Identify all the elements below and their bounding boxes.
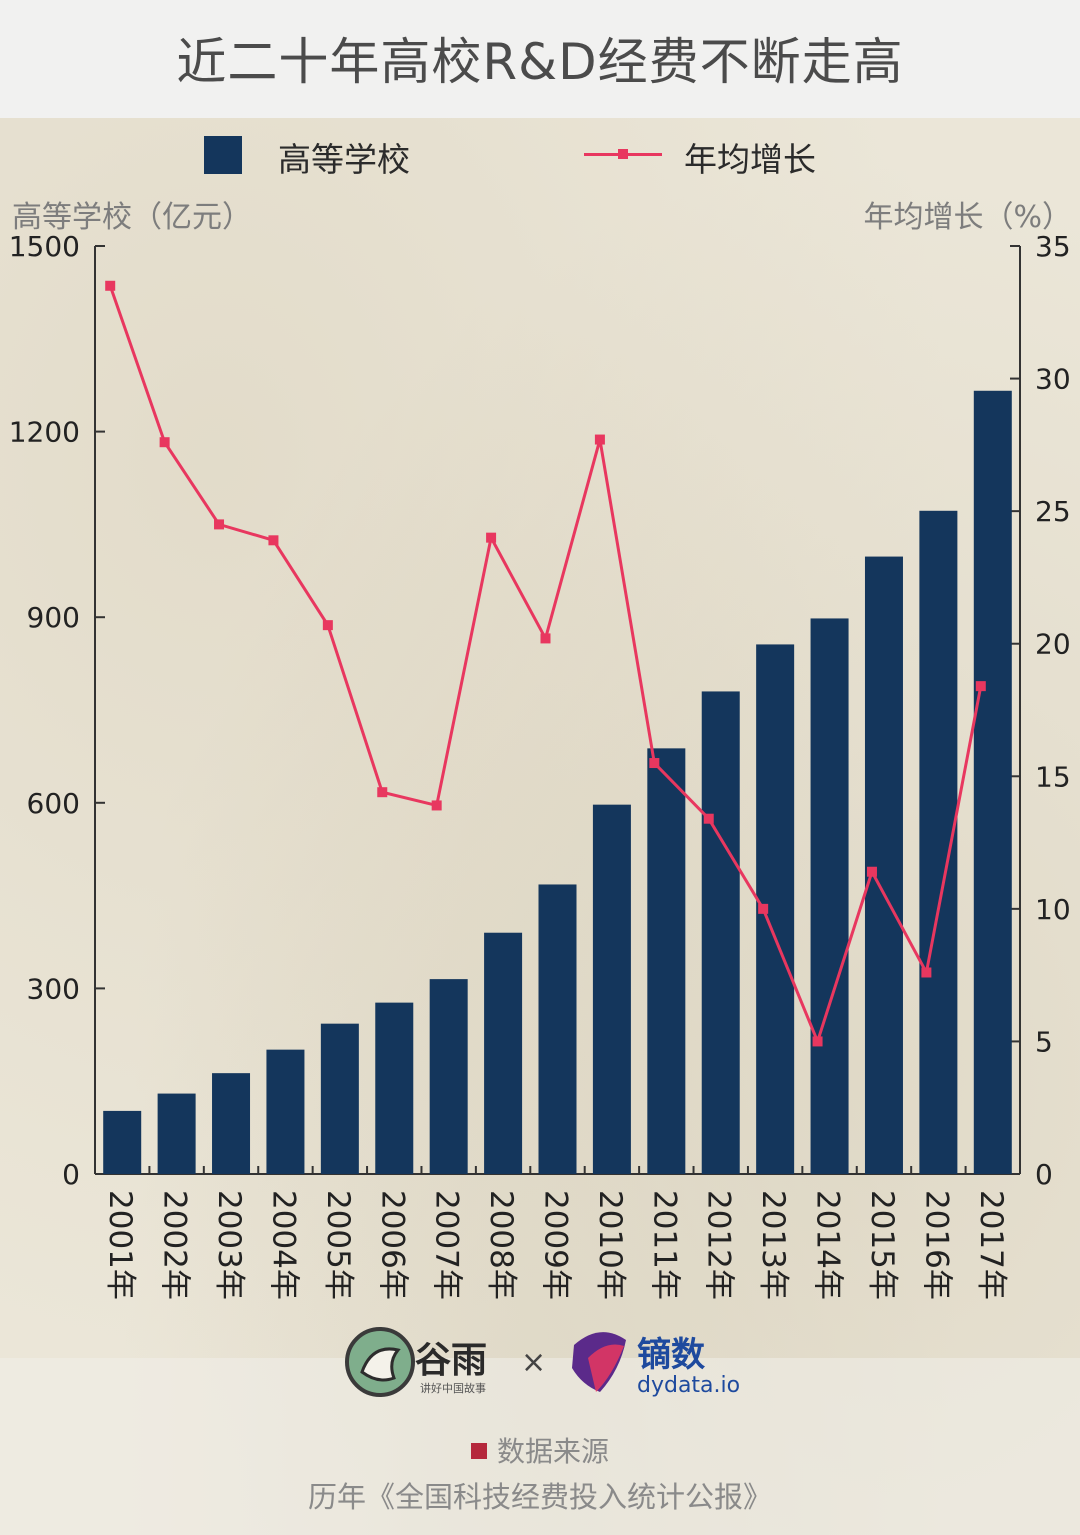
x-tick-label: 2013年 (755, 1190, 791, 1300)
y-tick-label-right: 25 (1035, 495, 1071, 528)
dydata-logo-mark-accent (588, 1344, 624, 1392)
bar (864, 556, 903, 1174)
legend-bar-swatch (204, 136, 242, 174)
bar (103, 1110, 142, 1174)
growth-point (377, 787, 388, 798)
growth-point (159, 437, 170, 448)
bar (429, 979, 468, 1174)
growth-point (758, 903, 769, 914)
y-tick-label-left: 1200 (9, 416, 80, 449)
y-tick-label-right: 0 (1035, 1158, 1053, 1191)
bar (810, 618, 849, 1174)
footer-band (0, 1358, 1080, 1535)
x-tick-label: 2009年 (538, 1190, 574, 1300)
y-tick-label-right: 20 (1035, 628, 1071, 661)
growth-point (268, 535, 279, 546)
bar (266, 1049, 305, 1174)
legend-line-marker (618, 149, 628, 159)
source-marker (470, 1443, 487, 1459)
y-tick-label-left: 900 (27, 601, 80, 634)
x-tick-label: 2001年 (102, 1190, 138, 1300)
growth-point (594, 434, 605, 445)
growth-point (540, 633, 551, 644)
y-tick-label-left: 300 (27, 972, 80, 1005)
y-tick-label-left: 1500 (9, 230, 80, 263)
growth-point (214, 519, 225, 530)
growth-point (703, 813, 714, 824)
dydata-logo-name: 镝数 (637, 1335, 705, 1375)
bar (212, 1073, 251, 1174)
x-tick-label: 2016年 (918, 1190, 954, 1300)
source-label-text: 数据来源 (496, 1435, 609, 1468)
growth-point (975, 681, 986, 692)
y2-axis-title: 年均增长（%） (863, 200, 1072, 235)
bar (538, 884, 577, 1174)
bar (701, 691, 740, 1174)
x-tick-label: 2015年 (864, 1190, 900, 1300)
bar (375, 1002, 414, 1174)
y-tick-label-right: 15 (1035, 760, 1071, 793)
x-tick-label: 2010年 (592, 1190, 628, 1300)
guyu-logo-tagline: 讲好中国故事 (420, 1381, 486, 1395)
growth-point (866, 866, 877, 877)
y-tick-label-right: 35 (1035, 230, 1071, 263)
growth-point (431, 800, 442, 811)
legend-line-label: 年均增长 (684, 140, 816, 179)
x-tick-label: 2003年 (211, 1190, 247, 1300)
growth-point (322, 620, 333, 631)
legend-bar-label: 高等学校 (278, 140, 410, 179)
growth-point (921, 967, 932, 978)
x-tick-label: 2002年 (157, 1190, 193, 1300)
bar (973, 390, 1012, 1174)
bar (484, 932, 523, 1174)
growth-point (486, 532, 497, 543)
x-tick-label: 2006年 (374, 1190, 410, 1300)
x-tick-label: 2005年 (320, 1190, 356, 1300)
times-sign: × (521, 1345, 546, 1380)
x-tick-label: 2007年 (429, 1190, 465, 1300)
y-tick-label-right: 10 (1035, 893, 1071, 926)
y-axis-title: 高等学校（亿元） (12, 200, 252, 235)
guyu-logo-name: 谷雨 (415, 1339, 487, 1381)
dydata-logo-url: dydata.io (637, 1373, 740, 1398)
x-tick-label: 2017年 (973, 1190, 1009, 1300)
dydata-logo: 镝数 dydata.io (572, 1332, 740, 1398)
bar (157, 1093, 196, 1174)
guyu-logo: 谷雨 讲好中国故事 (345, 1327, 487, 1397)
title-bar (0, 0, 1080, 118)
x-tick-label: 2011年 (646, 1190, 682, 1300)
source-text: 历年《全国科技经费投入统计公报》 (307, 1480, 772, 1514)
growth-point (105, 280, 116, 291)
x-tick-label: 2004年 (265, 1190, 301, 1300)
chart-canvas: 0 300 600 900 1200 1500 0 5 10 15 20 25 30 35 2001年 200… (9, 230, 1071, 1300)
x-tick-label: 2012年 (701, 1190, 737, 1300)
bar (320, 1023, 359, 1174)
source-label: 数据来源 (0, 1430, 1080, 1470)
y-tick-label-right: 30 (1035, 363, 1071, 396)
bar (647, 748, 686, 1174)
chart-title: 近二十年高校R&D经费不断走高 (176, 33, 904, 91)
x-tick-label: 2008年 (483, 1190, 519, 1300)
y-tick-label-left: 0 (62, 1158, 80, 1191)
x-tick-label: 2014年 (810, 1190, 846, 1300)
y-tick-label-right: 5 (1035, 1025, 1053, 1058)
growth-point (649, 758, 660, 769)
growth-point (812, 1036, 823, 1047)
bar (592, 804, 631, 1174)
y-tick-label-left: 600 (27, 787, 80, 820)
